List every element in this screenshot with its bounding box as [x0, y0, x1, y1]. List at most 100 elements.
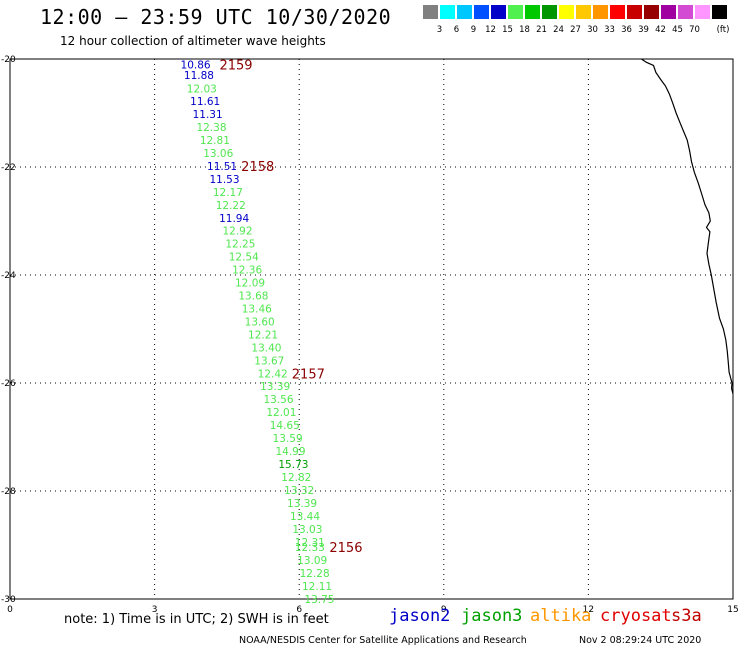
- swh-value-label: 13.06: [203, 148, 233, 160]
- legend-label: 30: [587, 25, 598, 35]
- swh-value-label: 13.39: [260, 381, 290, 393]
- satellite-jason3: jason3: [461, 606, 523, 626]
- swh-value-label: 12.42: [258, 368, 288, 380]
- swh-value-label: 11.61: [190, 96, 220, 108]
- pass-number-label: 2158: [241, 160, 274, 175]
- swh-value-label: 14.99: [275, 446, 305, 458]
- map-frame: [9, 58, 734, 600]
- y-tick-label: -20: [1, 55, 16, 65]
- swh-value-label: 13.59: [273, 433, 303, 445]
- legend-swatch: [474, 5, 490, 19]
- y-tick-label: -22: [1, 163, 16, 173]
- footer-note: note: 1) Time is in UTC; 2) SWH is in fe…: [64, 612, 329, 627]
- swh-value-label: 13.75: [304, 594, 334, 606]
- swh-value-label: 13.68: [238, 291, 268, 303]
- satellite-altika: altika: [530, 606, 592, 626]
- swh-value-label: 12.92: [222, 226, 252, 238]
- legend-swatch: [508, 5, 524, 19]
- legend-swatch: [457, 5, 473, 19]
- pass-number-label: 2157: [292, 367, 325, 382]
- legend-swatch: [610, 5, 626, 19]
- legend-swatch: [661, 5, 677, 19]
- legend-label: 33: [604, 25, 615, 35]
- swh-value-label: 13.60: [245, 316, 275, 328]
- legend-swatch: [678, 5, 694, 19]
- legend-swatch: [695, 5, 711, 19]
- legend-label: 12: [485, 25, 496, 35]
- legend-swatch: [423, 5, 439, 19]
- legend-label: 45: [672, 25, 683, 35]
- swh-value-label: 13.39: [287, 498, 317, 510]
- legend-swatch: [644, 5, 660, 19]
- legend-label: 39: [638, 25, 649, 35]
- legend-label: 70: [689, 25, 700, 35]
- x-tick-label: 0: [7, 605, 13, 615]
- swh-value-label: 12.09: [235, 278, 265, 290]
- legend-swatch: [712, 5, 728, 19]
- swh-value-label: 13.32: [284, 485, 314, 497]
- swh-value-label: 13.46: [242, 303, 272, 315]
- swh-value-label: 11.94: [219, 213, 249, 225]
- map-grid: [9, 58, 734, 600]
- legend-swatch: [593, 5, 609, 19]
- legend-label: 21: [536, 25, 547, 35]
- legend-label: 9: [470, 25, 477, 35]
- swh-value-label: 12.81: [200, 135, 230, 147]
- x-tick-label: 6: [296, 605, 302, 615]
- x-tick-label: 12: [583, 605, 594, 615]
- y-tick-label: -26: [1, 379, 16, 389]
- satellite-cryosat: cryosat: [600, 606, 672, 626]
- legend-unit: (ft): [716, 25, 730, 35]
- timestamp-text: Nov 2 08:29:24 UTC 2020: [579, 635, 702, 646]
- swh-value-label: 13.03: [292, 524, 322, 536]
- swh-value-label: 12.25: [225, 239, 255, 251]
- swh-value-label: 12.22: [216, 200, 246, 212]
- legend-swatch: [525, 5, 541, 19]
- swh-value-label: 13.67: [254, 355, 284, 367]
- legend-swatch: [491, 5, 507, 19]
- x-tick-label: 15: [727, 605, 738, 615]
- swh-value-label: 11.88: [184, 70, 214, 82]
- swh-value-label: 13.09: [297, 555, 327, 567]
- swh-value-label: 10.86: [181, 59, 211, 71]
- swh-value-label: 12.54: [229, 252, 259, 264]
- y-tick-label: -30: [1, 595, 16, 605]
- axis-ticks: 0 3 6 9 12 15 -20 -22 -24 -26 -28 -30: [1, 55, 739, 615]
- legend-label: 15: [502, 25, 513, 35]
- swh-value-label: 14.65: [270, 420, 300, 432]
- legend-label: 24: [553, 25, 564, 35]
- legend-swatch: [542, 5, 558, 19]
- page-subtitle: 12 hour collection of altimeter wave hei…: [60, 34, 326, 48]
- swh-value-label: 13.40: [251, 342, 281, 354]
- y-tick-label: -28: [1, 487, 16, 497]
- page-title: 12:00 – 23:59 UTC 10/30/2020: [40, 5, 392, 29]
- legend-swatch: [440, 5, 456, 19]
- swh-value-label: 12.36: [232, 265, 262, 277]
- swh-value-label: 12.21: [248, 329, 278, 341]
- swh-value-label: 12.33: [295, 542, 325, 554]
- swh-value-label: 12.82: [281, 472, 311, 484]
- swh-value-label: 13.56: [263, 394, 293, 406]
- swh-value-label: 12.17: [213, 187, 243, 199]
- pass-number-label: 2156: [329, 541, 362, 556]
- legend-label: 6: [453, 25, 460, 35]
- swh-value-label: 12.11: [302, 581, 332, 593]
- satellite-jason2: jason2: [389, 606, 451, 626]
- y-tick-label: -24: [1, 271, 16, 281]
- swh-value-label: 15.73: [278, 459, 308, 471]
- legend-label: 27: [570, 25, 581, 35]
- legend-label: 18: [519, 25, 530, 35]
- legend-swatch: [627, 5, 643, 19]
- legend-swatch: [559, 5, 575, 19]
- pass-labels: 2159 2158 2157 2156: [219, 58, 362, 556]
- x-tick-label: 3: [152, 605, 158, 615]
- legend-label: 36: [621, 25, 632, 35]
- swh-value-label: 12.31: [295, 537, 325, 549]
- swh-value-label: 11.51: [207, 161, 237, 173]
- swh-value-label: 13.44: [290, 511, 320, 523]
- swh-value-label: 11.31: [193, 109, 223, 121]
- coastline: [641, 58, 734, 394]
- legend-swatch: [576, 5, 592, 19]
